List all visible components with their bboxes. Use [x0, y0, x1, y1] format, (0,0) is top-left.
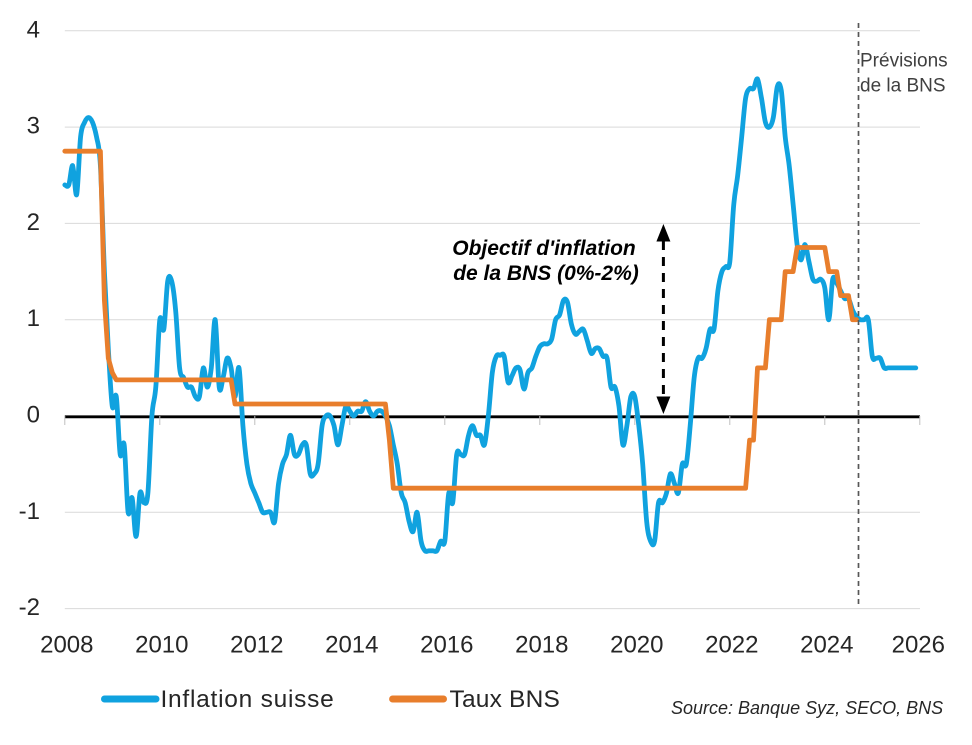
svg-text:2010: 2010	[135, 632, 188, 659]
svg-text:Inflation suisse: Inflation suisse	[161, 686, 335, 713]
svg-text:2012: 2012	[230, 632, 283, 659]
svg-text:0: 0	[27, 402, 40, 429]
svg-text:2: 2	[27, 209, 40, 236]
svg-text:de la BNS (0%-2%): de la BNS (0%-2%)	[453, 262, 639, 285]
svg-text:-2: -2	[19, 594, 40, 621]
svg-text:4: 4	[27, 16, 40, 43]
svg-text:2008: 2008	[40, 632, 93, 659]
svg-text:Taux BNS: Taux BNS	[450, 686, 561, 713]
svg-text:-1: -1	[19, 498, 40, 525]
svg-text:1: 1	[27, 305, 40, 332]
svg-text:2020: 2020	[610, 632, 663, 659]
svg-text:2014: 2014	[325, 632, 378, 659]
svg-text:de la BNS: de la BNS	[860, 76, 946, 97]
svg-text:Source: Banque Syz, SECO, BNS: Source: Banque Syz, SECO, BNS	[671, 698, 943, 718]
svg-text:2022: 2022	[705, 632, 758, 659]
svg-text:2016: 2016	[420, 632, 473, 659]
svg-text:2018: 2018	[515, 632, 568, 659]
svg-text:Prévisions: Prévisions	[860, 51, 948, 72]
svg-text:2024: 2024	[800, 632, 853, 659]
svg-text:Objectif d'inflation: Objectif d'inflation	[452, 237, 635, 260]
svg-text:3: 3	[27, 113, 40, 140]
svg-text:2026: 2026	[892, 632, 945, 659]
